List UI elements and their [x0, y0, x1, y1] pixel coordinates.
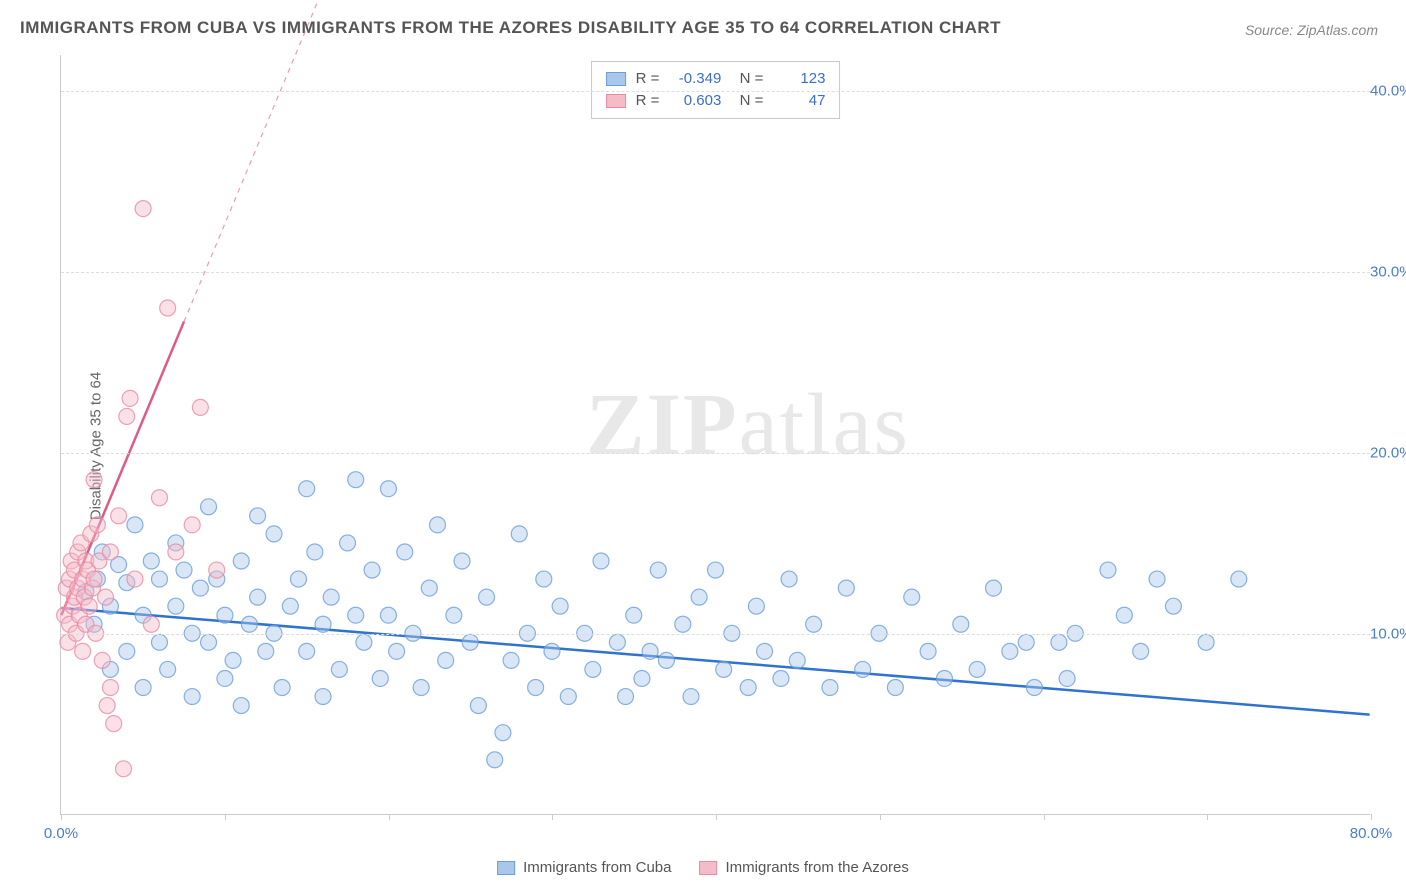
- y-tick-label: 30.0%: [1370, 264, 1406, 281]
- chart-plot-area: ZIPatlas R = -0.349 N = 123 R = 0.603 N …: [60, 55, 1370, 815]
- legend-item-cuba: Immigrants from Cuba: [497, 859, 671, 876]
- x-tick-label: 0.0%: [44, 825, 78, 842]
- y-tick-label: 20.0%: [1370, 445, 1406, 462]
- legend-label-azores: Immigrants from the Azores: [725, 859, 908, 876]
- y-tick-label: 40.0%: [1370, 83, 1406, 100]
- legend-item-azores: Immigrants from the Azores: [699, 859, 908, 876]
- source-attribution: Source: ZipAtlas.com: [1245, 22, 1378, 38]
- series-legend: Immigrants from Cuba Immigrants from the…: [497, 859, 909, 876]
- swatch-azores-icon: [699, 861, 717, 875]
- y-tick-label: 10.0%: [1370, 626, 1406, 643]
- legend-label-cuba: Immigrants from Cuba: [523, 859, 671, 876]
- chart-title: IMMIGRANTS FROM CUBA VS IMMIGRANTS FROM …: [20, 18, 1001, 38]
- scatter-svg: [61, 55, 1370, 814]
- swatch-cuba-icon: [497, 861, 515, 875]
- x-tick-label: 80.0%: [1350, 825, 1393, 842]
